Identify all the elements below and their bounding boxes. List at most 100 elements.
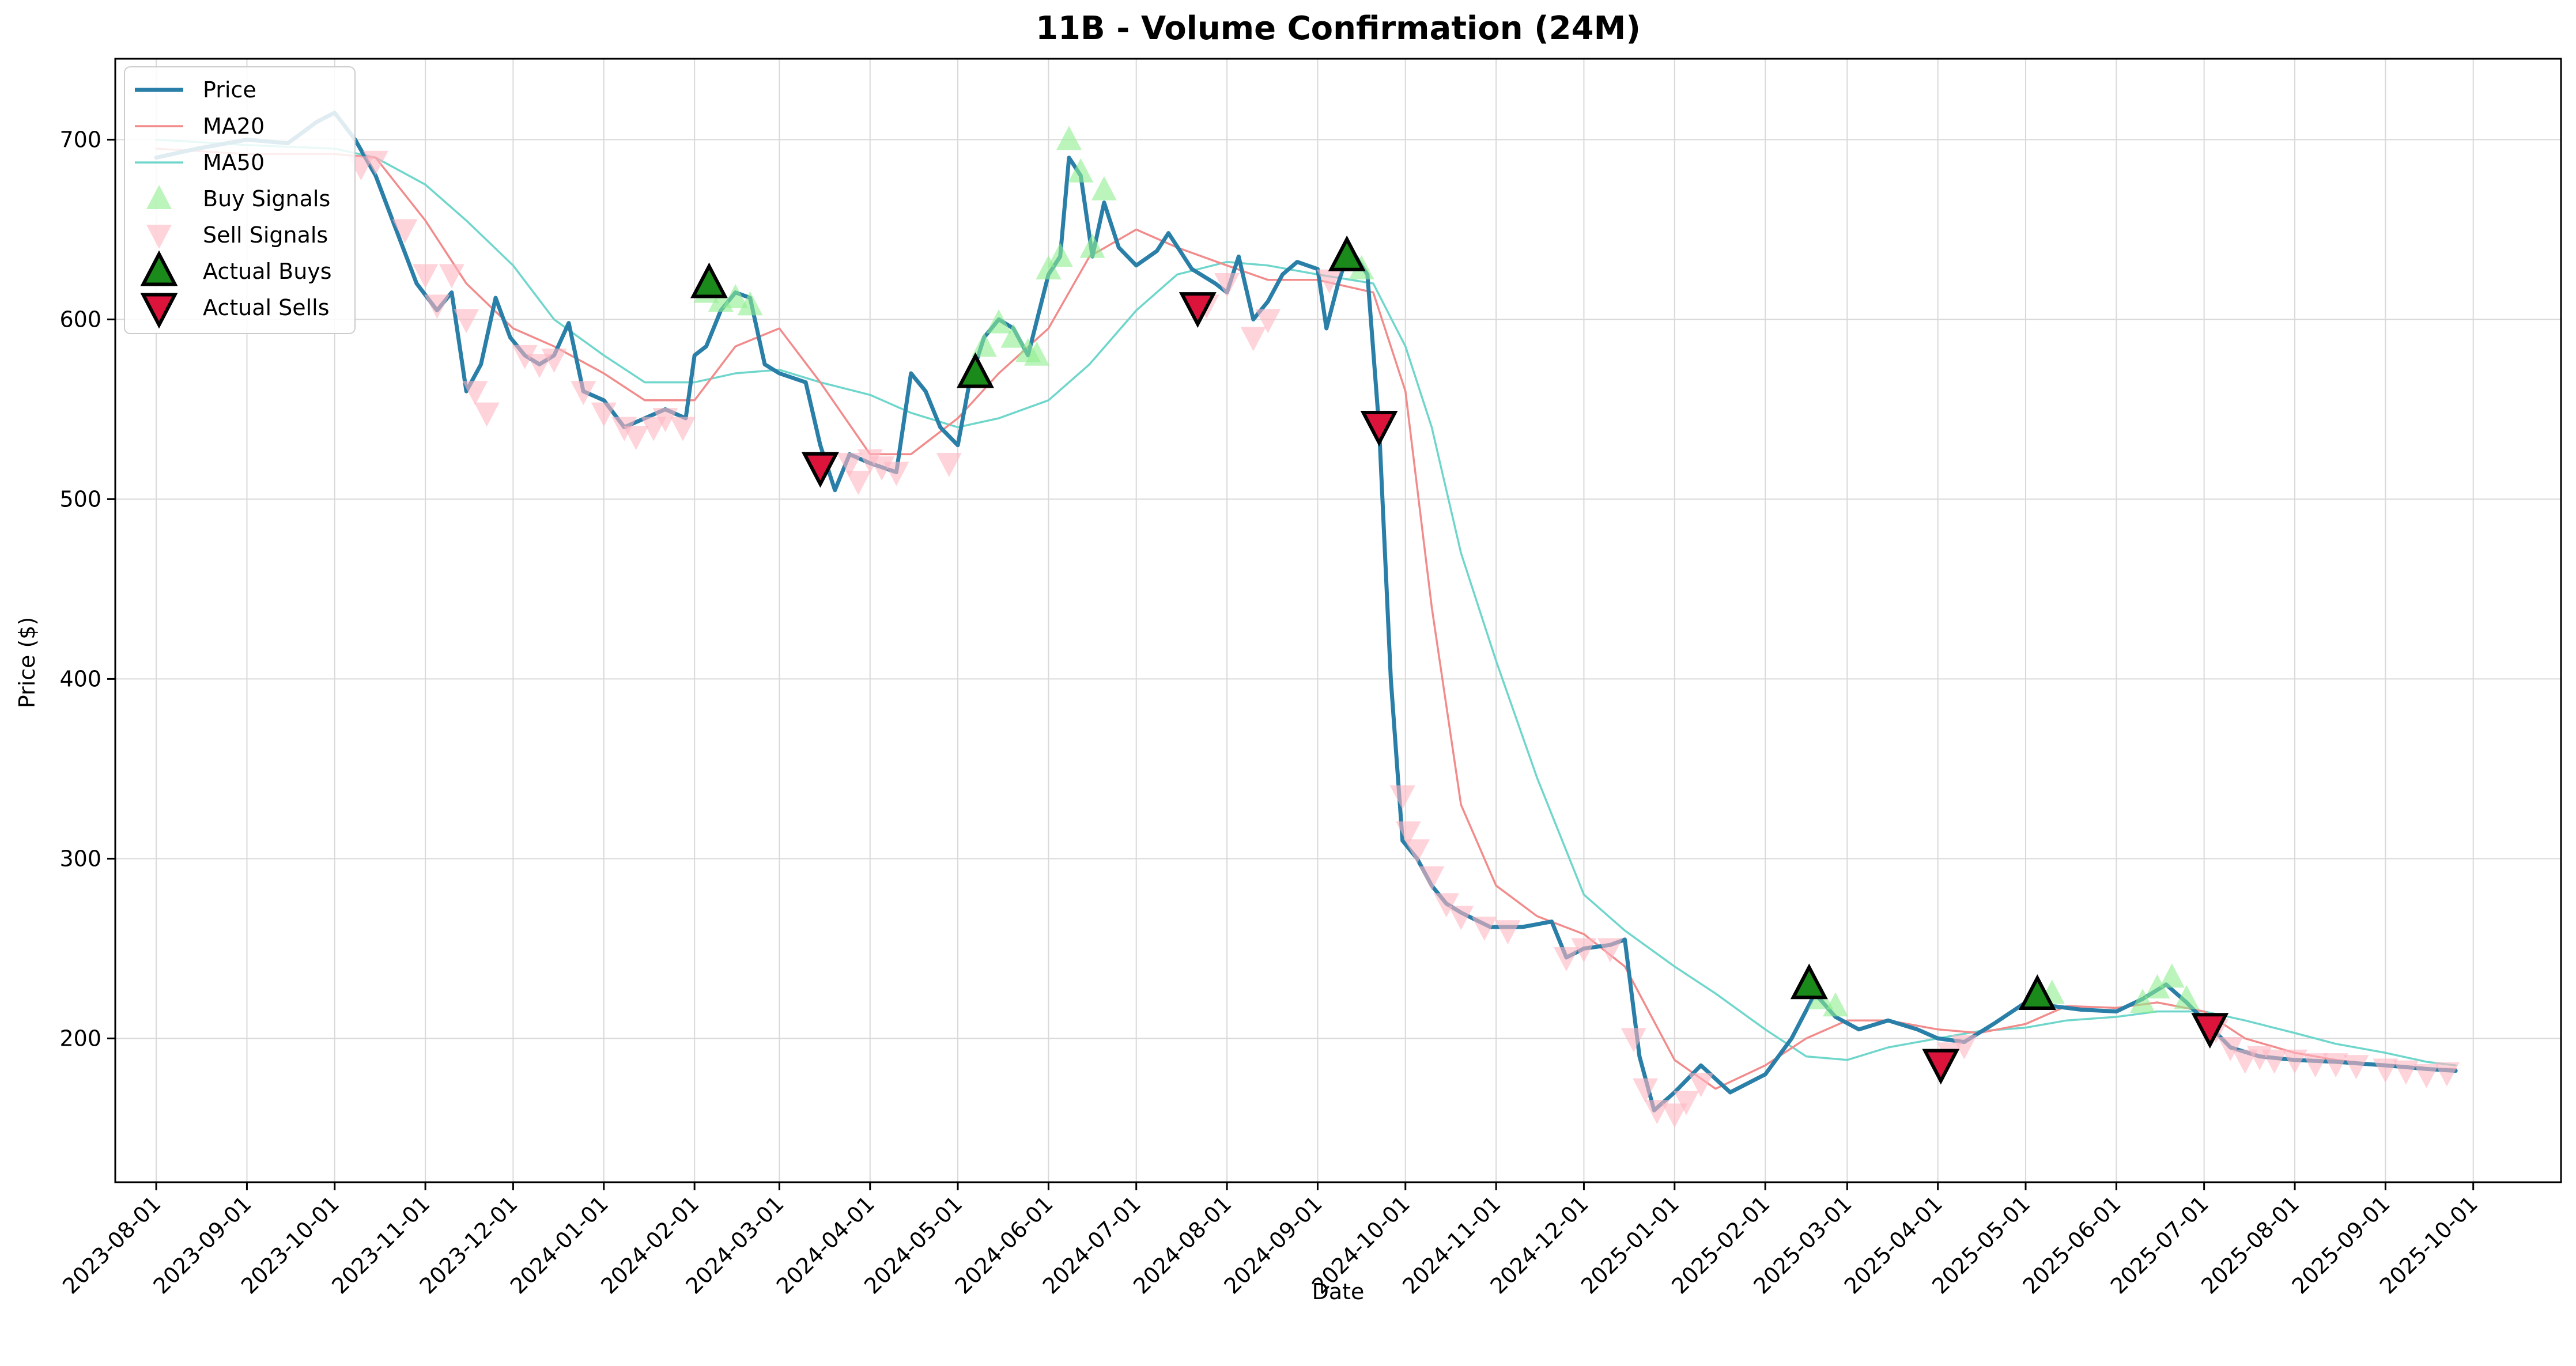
sell-signal-marker: [1419, 866, 1445, 891]
sell-signal-marker: [362, 150, 388, 175]
x-axis-label: Date: [1312, 1279, 1365, 1304]
sell-signal-marker: [2393, 1060, 2419, 1085]
sell-signal-marker: [1389, 785, 1415, 810]
sell-signal-marker: [1674, 1091, 1699, 1115]
legend-label: MA20: [203, 113, 265, 139]
actual-buy-marker: [2018, 974, 2056, 1010]
sell-signal-marker: [652, 408, 678, 432]
sell-signal-marker: [2323, 1053, 2349, 1078]
buy-signal-marker: [1823, 992, 1848, 1017]
legend-swatch-actual_sell: [140, 293, 178, 329]
actual-sell-marker: [2191, 1013, 2229, 1049]
legend-label: Actual Buys: [203, 259, 332, 284]
sell-signal-marker: [527, 354, 553, 379]
sell-signal-marker: [1316, 269, 1342, 294]
sell-signal-marker: [1214, 273, 1240, 297]
legend-swatch-sell_signal: [146, 225, 172, 249]
actual-buy-marker: [690, 262, 728, 298]
plot-frame: [114, 58, 2562, 1183]
buy-signal-marker: [1024, 341, 1050, 366]
buy-signal-marker: [1047, 243, 1073, 267]
sell-signal-marker: [623, 426, 649, 451]
sell-signal-marker: [1448, 906, 1474, 930]
buy-signal-marker: [2174, 985, 2200, 1009]
buy-signal-marker: [2159, 963, 2185, 988]
legend-swatch-actual_buy: [140, 250, 178, 286]
buy-signal-marker: [1091, 176, 1117, 200]
buy-signal-marker: [1079, 233, 1105, 258]
sell-signal-marker: [439, 264, 464, 289]
buy-signal-marker: [1000, 323, 1026, 348]
actual-buy-marker: [957, 352, 994, 388]
y-tick-label: 300: [59, 846, 101, 871]
chart-title: 11B - Volume Confirmation (24M): [1036, 10, 1641, 47]
sell-signal-marker: [392, 219, 418, 244]
actual-sell-marker: [801, 452, 839, 488]
sell-signal-marker: [1554, 947, 1579, 971]
actual-sell-marker: [1360, 411, 1398, 446]
actual-buy-marker: [1328, 235, 1366, 271]
sell-signal-marker: [2413, 1064, 2439, 1088]
actual-sell-marker: [1922, 1049, 1960, 1085]
sell-signal-marker: [641, 417, 667, 441]
sell-signal-marker: [474, 402, 500, 427]
buy-signal-marker: [2144, 974, 2170, 998]
sell-signal-marker: [1621, 1028, 1646, 1053]
sell-signal-marker: [1597, 938, 1623, 963]
legend-label: Sell Signals: [203, 222, 328, 248]
ma20-line: [155, 147, 2457, 1090]
sell-signal-marker: [883, 461, 909, 486]
y-tick-label: 200: [59, 1026, 101, 1051]
sell-signal-marker: [1633, 1078, 1658, 1103]
sell-signal-marker: [2302, 1053, 2328, 1078]
sell-signal-marker: [462, 381, 488, 406]
sell-signal-marker: [1433, 893, 1459, 918]
legend-label: Actual Sells: [203, 295, 330, 320]
buy-signal-marker: [1056, 126, 1082, 150]
sell-signal-marker: [857, 449, 883, 474]
sell-signal-marker: [2282, 1049, 2307, 1074]
legend-label: Price: [203, 77, 256, 103]
sell-signal-marker: [541, 349, 567, 373]
y-tick-label: 700: [59, 127, 101, 152]
buy-signal-marker: [737, 291, 763, 316]
sell-signal-marker: [1255, 309, 1281, 334]
y-axis-label: Price ($): [14, 617, 40, 709]
sell-signal-marker: [1404, 839, 1430, 864]
sell-signal-marker: [2218, 1037, 2243, 1061]
buy-signal-marker: [2130, 989, 2156, 1013]
sell-signal-marker: [413, 264, 439, 289]
sell-signal-marker: [1471, 917, 1497, 941]
sell-signal-marker: [1395, 821, 1421, 846]
actual-buy-marker: [1790, 963, 1828, 1000]
y-tick-label: 400: [59, 666, 101, 691]
buy-signal-marker: [1036, 255, 1062, 279]
sell-signal-marker: [591, 402, 617, 427]
buy-signal-marker: [1068, 158, 1094, 183]
legend-swatch-buy_signal: [146, 185, 172, 209]
sell-signal-marker: [512, 345, 538, 369]
price-line: [154, 111, 2458, 1113]
sell-signal-marker: [1495, 920, 1521, 945]
sell-signal-marker: [2343, 1055, 2369, 1080]
marker-layer: [348, 126, 2460, 1128]
y-tick-label: 500: [59, 486, 101, 512]
y-tick-label: 600: [59, 307, 101, 332]
sell-signal-marker: [1661, 1103, 1687, 1128]
sell-signal-marker: [2434, 1062, 2460, 1087]
sell-signal-marker: [571, 381, 596, 406]
legend: Price MA20 MA50 Buy Signals Sell Signals Actu…: [124, 66, 356, 334]
sell-signal-marker: [1688, 1073, 1714, 1098]
sell-signal-marker: [1571, 938, 1597, 963]
series-layer: [154, 111, 2458, 1113]
sell-signal-marker: [2261, 1049, 2287, 1074]
sell-signal-marker: [936, 453, 962, 477]
legend-label: MA50: [203, 150, 265, 175]
sell-signal-marker: [1240, 327, 1266, 351]
buy-signal-marker: [723, 284, 749, 308]
legend-box: [124, 66, 356, 334]
sell-signal-marker: [837, 453, 863, 477]
sell-signal-marker: [845, 471, 871, 495]
